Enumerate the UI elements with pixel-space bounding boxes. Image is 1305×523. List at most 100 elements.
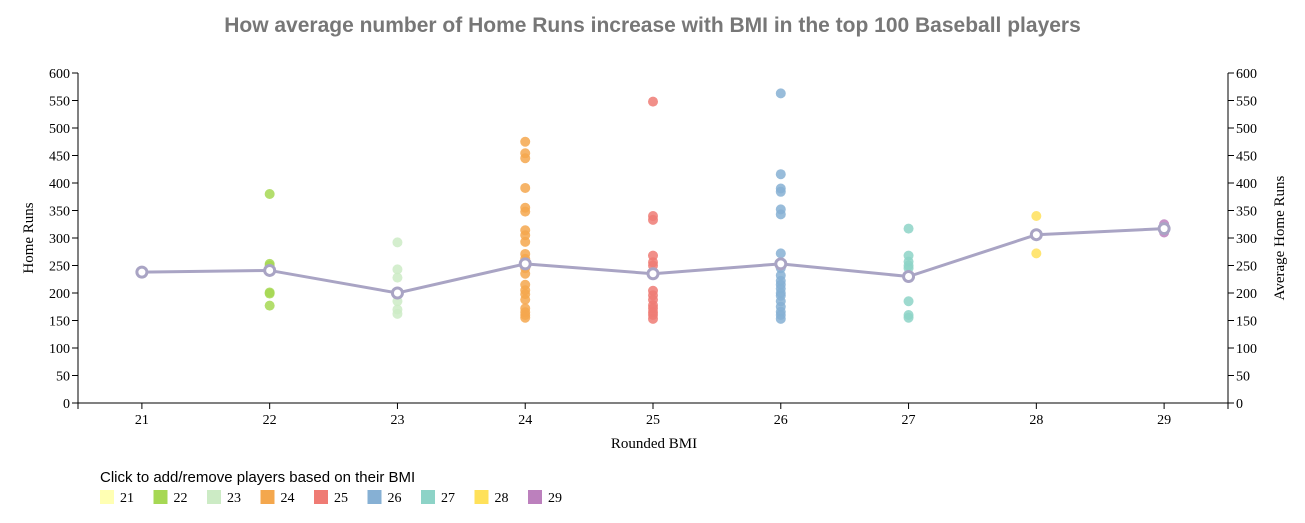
legend-item-bmi-25[interactable]: 25 [314, 490, 348, 506]
y2-axis-tick-label: 450 [1236, 150, 1257, 165]
y-axis-tick-label: 600 [49, 67, 70, 82]
legend-item-bmi-29[interactable]: 29 [528, 490, 562, 506]
average-point [1029, 228, 1043, 242]
y2-axis-tick-label: 100 [1236, 342, 1257, 357]
average-point [518, 257, 532, 271]
legend-label: 23 [227, 491, 241, 506]
data-point-bmi-28 [1031, 248, 1042, 259]
y-axis-tick-label: 250 [49, 260, 70, 275]
data-point-bmi-24 [520, 294, 531, 305]
y2-axis-tick-label: 200 [1236, 287, 1257, 302]
legend-label: 26 [388, 491, 402, 506]
x-tick-label: 28 [1029, 413, 1043, 428]
legend-label: 29 [548, 491, 562, 506]
x-tick-label: 29 [1157, 413, 1171, 428]
data-point-bmi-22 [264, 288, 275, 299]
data-point-bmi-24 [520, 182, 531, 193]
legend-item-bmi-26[interactable]: 26 [367, 490, 402, 506]
x-tick-label: 27 [902, 413, 916, 428]
y2-axis-tick-label: 300 [1236, 232, 1257, 247]
axes: 21 22 23 24 25 26 27 28 29 0 50 100 150 200 250 300 350 4… [49, 67, 1257, 428]
average-point [390, 286, 404, 300]
y2-axis-tick-label: 500 [1236, 122, 1257, 137]
average-point [135, 265, 149, 279]
legend-swatch [260, 490, 275, 504]
data-point-bmi-25 [648, 313, 658, 324]
data-point-bmi-26 [775, 88, 786, 99]
y-axis-tick-label: 300 [49, 232, 70, 247]
y2-axis-tick-label: 400 [1236, 177, 1257, 192]
x-axis-title: Rounded BMI [611, 436, 697, 452]
y-axis-title: Home Runs [21, 202, 37, 273]
y2-axis-tick-label: 550 [1236, 95, 1257, 110]
legend-item-bmi-27[interactable]: 27 [421, 490, 455, 506]
y-axis-tick-label: 350 [49, 205, 70, 220]
legend-label: 22 [174, 491, 188, 506]
data-point-bmi-26 [775, 186, 786, 197]
legend-item-bmi-23[interactable]: 23 [207, 490, 241, 506]
y2-axis-tick-label: 250 [1236, 260, 1257, 275]
data-point-bmi-26 [775, 313, 786, 324]
y-axis-tick-label: 500 [49, 122, 70, 137]
data-point-bmi-24 [520, 312, 531, 323]
data-point-bmi-23 [392, 237, 403, 248]
data-point-bmi-28 [1031, 211, 1042, 221]
x-tick-label: 21 [135, 413, 149, 428]
legend-label: 24 [281, 491, 295, 506]
data-point-bmi-27 [903, 312, 914, 323]
data-point-bmi-26 [775, 248, 786, 259]
x-tick-label: 24 [518, 413, 532, 428]
data-point-bmi-23 [392, 272, 403, 283]
x-tick-label: 26 [774, 413, 788, 428]
data-point-bmi-25 [648, 214, 658, 225]
chart-title: How average number of Home Runs increase… [224, 14, 1081, 37]
legend-item-bmi-24[interactable]: 24 [260, 490, 295, 506]
average-point [646, 267, 660, 281]
x-tick-label: 23 [390, 413, 404, 428]
legend-item-bmi-21[interactable]: 21 [100, 490, 134, 506]
legend-label: 28 [495, 491, 509, 506]
data-point-bmi-25 [648, 96, 658, 107]
y-axis-tick-label: 550 [49, 95, 70, 110]
y-axis-tick-label: 150 [49, 315, 70, 330]
average-point [1157, 222, 1171, 236]
average-line-group [135, 222, 1171, 300]
legend-swatch [153, 490, 168, 504]
data-point-bmi-24 [520, 268, 531, 279]
legend-swatch [421, 490, 435, 504]
legend-item-bmi-28[interactable]: 28 [474, 490, 509, 506]
data-point-bmi-27 [903, 223, 914, 234]
legend-swatch [100, 490, 114, 504]
legend-prompt: Click to add/remove players based on the… [100, 469, 415, 486]
y-axis-tick-label: 50 [56, 370, 70, 385]
legend-label: 21 [120, 491, 134, 506]
legend-swatch [367, 490, 382, 504]
data-point-bmi-22 [264, 189, 275, 199]
average-point [774, 257, 788, 271]
y2-axis-tick-label: 50 [1236, 370, 1250, 385]
y-axis-tick-label: 100 [49, 342, 70, 357]
data-point-bmi-24 [520, 236, 531, 247]
y2-axis-tick-label: 0 [1236, 397, 1243, 412]
data-point-bmi-23 [392, 308, 403, 319]
legend-swatch [474, 490, 489, 504]
legend-label: 27 [441, 491, 455, 506]
legend-swatch [207, 490, 221, 504]
data-point-bmi-24 [520, 153, 531, 164]
average-point [902, 270, 916, 283]
data-point-bmi-24 [520, 206, 531, 217]
x-tick-label: 22 [263, 413, 277, 428]
legend-swatch [528, 490, 542, 504]
average-point [263, 263, 277, 277]
y-axis-tick-label: 450 [49, 150, 70, 165]
y2-axis-tick-label: 600 [1236, 67, 1257, 82]
legend-item-bmi-22[interactable]: 22 [153, 490, 188, 506]
y2-axis-title: Average Home Runs [1272, 175, 1288, 300]
legend-label: 25 [334, 491, 348, 506]
data-point-bmi-27 [903, 296, 914, 307]
y-axis-tick-label: 400 [49, 177, 70, 192]
data-point-bmi-24 [520, 136, 531, 147]
y2-axis-tick-label: 150 [1236, 315, 1257, 330]
legend-swatch [314, 490, 328, 504]
